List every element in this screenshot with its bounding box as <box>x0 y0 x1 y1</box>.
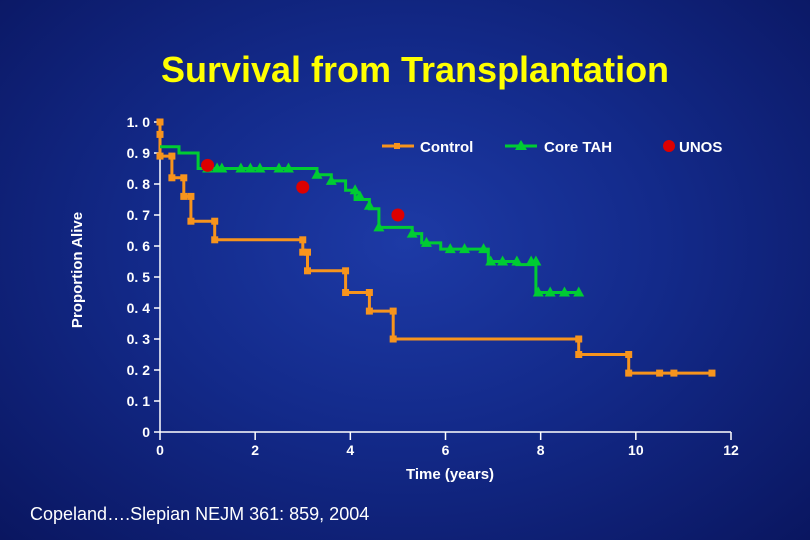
data-point-core-tah <box>573 286 585 297</box>
data-point-control <box>211 217 219 225</box>
data-point-core-tah <box>354 190 366 201</box>
data-point-control <box>575 335 583 343</box>
y-tick-label: 0. 8 <box>127 176 151 192</box>
series-core-tah <box>160 145 585 297</box>
y-tick-label: 1. 0 <box>127 114 151 130</box>
data-point-control <box>180 192 188 200</box>
y-tick-label: 0. 1 <box>127 393 151 409</box>
legend-label-core-tah: Core TAH <box>544 139 612 156</box>
x-tick-label: 12 <box>723 442 739 458</box>
legend-item-control: Control <box>382 139 473 156</box>
data-point-control <box>342 289 350 296</box>
data-point-control <box>187 217 195 225</box>
x-tick-label: 0 <box>156 442 164 458</box>
series-unos <box>201 158 405 222</box>
data-point-core-tah <box>235 162 247 173</box>
data-point-core-tah <box>478 243 490 254</box>
y-tick-label: 0. 2 <box>127 362 151 378</box>
data-point-control <box>156 152 164 160</box>
data-point-control <box>299 236 307 244</box>
data-point-control <box>575 351 583 358</box>
data-point-control <box>625 369 633 377</box>
x-ticks: 0 2 4 6 8 10 12 <box>156 432 739 458</box>
y-tick-label: 0. 7 <box>127 207 151 223</box>
data-point-control <box>389 335 397 343</box>
y-tick-label: 0. 5 <box>127 269 151 285</box>
data-point-core-tah <box>325 174 337 185</box>
data-point-core-tah <box>532 286 544 297</box>
y-tick-label: 0. 6 <box>127 238 151 254</box>
data-point-core-tah <box>254 162 266 173</box>
data-point-unos <box>391 208 405 222</box>
data-point-core-tah <box>349 184 361 195</box>
data-point-control <box>180 174 188 182</box>
data-point-control <box>299 248 307 256</box>
data-point-control <box>625 351 633 358</box>
data-point-control <box>156 130 164 138</box>
legend-label-unos: UNOS <box>679 139 722 156</box>
data-point-core-tah <box>459 243 471 254</box>
data-point-control <box>389 307 397 315</box>
data-point-core-tah <box>544 286 556 297</box>
data-point-core-tah <box>273 162 285 173</box>
legend-item-core-tah: Core TAH <box>505 139 612 156</box>
series-line-control <box>158 122 712 375</box>
y-tick-label: 0. 3 <box>127 331 151 347</box>
y-tick-label: 0 <box>142 424 150 440</box>
data-point-core-tah <box>311 168 323 179</box>
data-point-control <box>342 267 350 275</box>
citation: Copeland….Slepian NEJM 361: 859, 2004 <box>30 504 369 524</box>
data-point-control <box>168 152 176 160</box>
data-point-control <box>168 174 176 182</box>
series-control <box>156 118 716 377</box>
data-point-core-tah <box>244 162 256 173</box>
legend-marker-core-tah <box>515 140 527 150</box>
y-axis-label: Proportion Alive <box>69 212 86 328</box>
data-point-unos <box>296 180 310 194</box>
data-point-core-tah <box>216 162 228 173</box>
legend-item-unos: UNOS <box>663 139 722 156</box>
data-point-core-tah <box>373 221 385 232</box>
data-point-control <box>365 289 373 296</box>
y-ticks: 0 0. 1 0. 2 0. 3 0. 4 0. 5 0. 6 0. 7 0. 8 0. 9 1. … <box>127 114 160 440</box>
data-point-core-tah <box>530 255 542 266</box>
data-point-control <box>156 118 164 126</box>
y-tick-label: 0. 9 <box>127 145 151 161</box>
legend-marker-control <box>394 143 400 149</box>
data-point-core-tah <box>485 255 497 266</box>
data-point-control <box>670 369 678 377</box>
legend: Control Core TAH UNOS <box>382 139 722 156</box>
x-tick-label: 8 <box>537 442 545 458</box>
data-point-core-tah <box>406 227 418 238</box>
legend-marker-unos <box>663 140 675 152</box>
data-point-control <box>708 369 716 377</box>
data-point-core-tah <box>558 286 570 297</box>
data-point-core-tah <box>497 255 509 266</box>
data-point-control <box>304 267 312 275</box>
series-layer <box>156 118 716 377</box>
data-point-core-tah <box>363 199 375 210</box>
data-point-core-tah <box>444 243 456 254</box>
legend-label-control: Control <box>420 139 473 156</box>
data-point-control <box>187 192 195 200</box>
data-point-control <box>656 369 664 377</box>
data-point-unos <box>201 158 215 172</box>
data-point-core-tah <box>420 236 432 247</box>
y-tick-label: 0. 4 <box>127 300 151 316</box>
x-tick-label: 6 <box>442 442 450 458</box>
x-tick-label: 10 <box>628 442 644 458</box>
x-tick-label: 2 <box>251 442 259 458</box>
x-axis-label: Time (years) <box>406 466 494 483</box>
data-point-control <box>211 236 219 244</box>
data-point-core-tah <box>511 255 523 266</box>
data-point-control <box>304 248 312 256</box>
data-point-control <box>365 307 373 315</box>
data-point-core-tah <box>282 162 294 173</box>
chart-title: Survival from Transplantation <box>161 49 669 90</box>
x-tick-label: 4 <box>346 442 354 458</box>
